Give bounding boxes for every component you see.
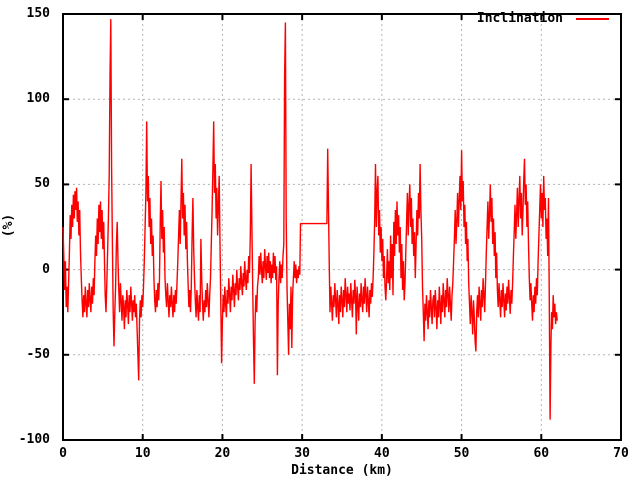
y-tick-label: 0	[42, 261, 50, 277]
y-tick-label: -50	[26, 346, 50, 362]
legend-label: Inclination	[476, 11, 563, 26]
x-tick-label: 0	[59, 446, 67, 461]
y-tick-label: 100	[26, 91, 50, 107]
x-axis-label: Distance (km)	[291, 463, 393, 478]
plot-border	[62, 13, 622, 441]
x-tick-label: 40	[374, 446, 390, 461]
y-tick-label: 150	[26, 6, 50, 21]
series-line-inclination	[62, 19, 558, 420]
y-tick-label: -100	[18, 432, 50, 447]
x-tick-label: 30	[294, 446, 310, 461]
x-tick-label: 10	[134, 446, 151, 461]
y-tick-label: 50	[34, 176, 50, 192]
x-tick-label: 20	[214, 446, 231, 461]
legend-line-sample	[576, 17, 609, 20]
y-axis-label: (%)	[1, 213, 17, 238]
x-tick-label: 70	[613, 446, 629, 461]
x-tick-label: 60	[533, 446, 550, 461]
legend: Inclination	[477, 11, 609, 26]
x-tick-label: 50	[453, 446, 470, 461]
